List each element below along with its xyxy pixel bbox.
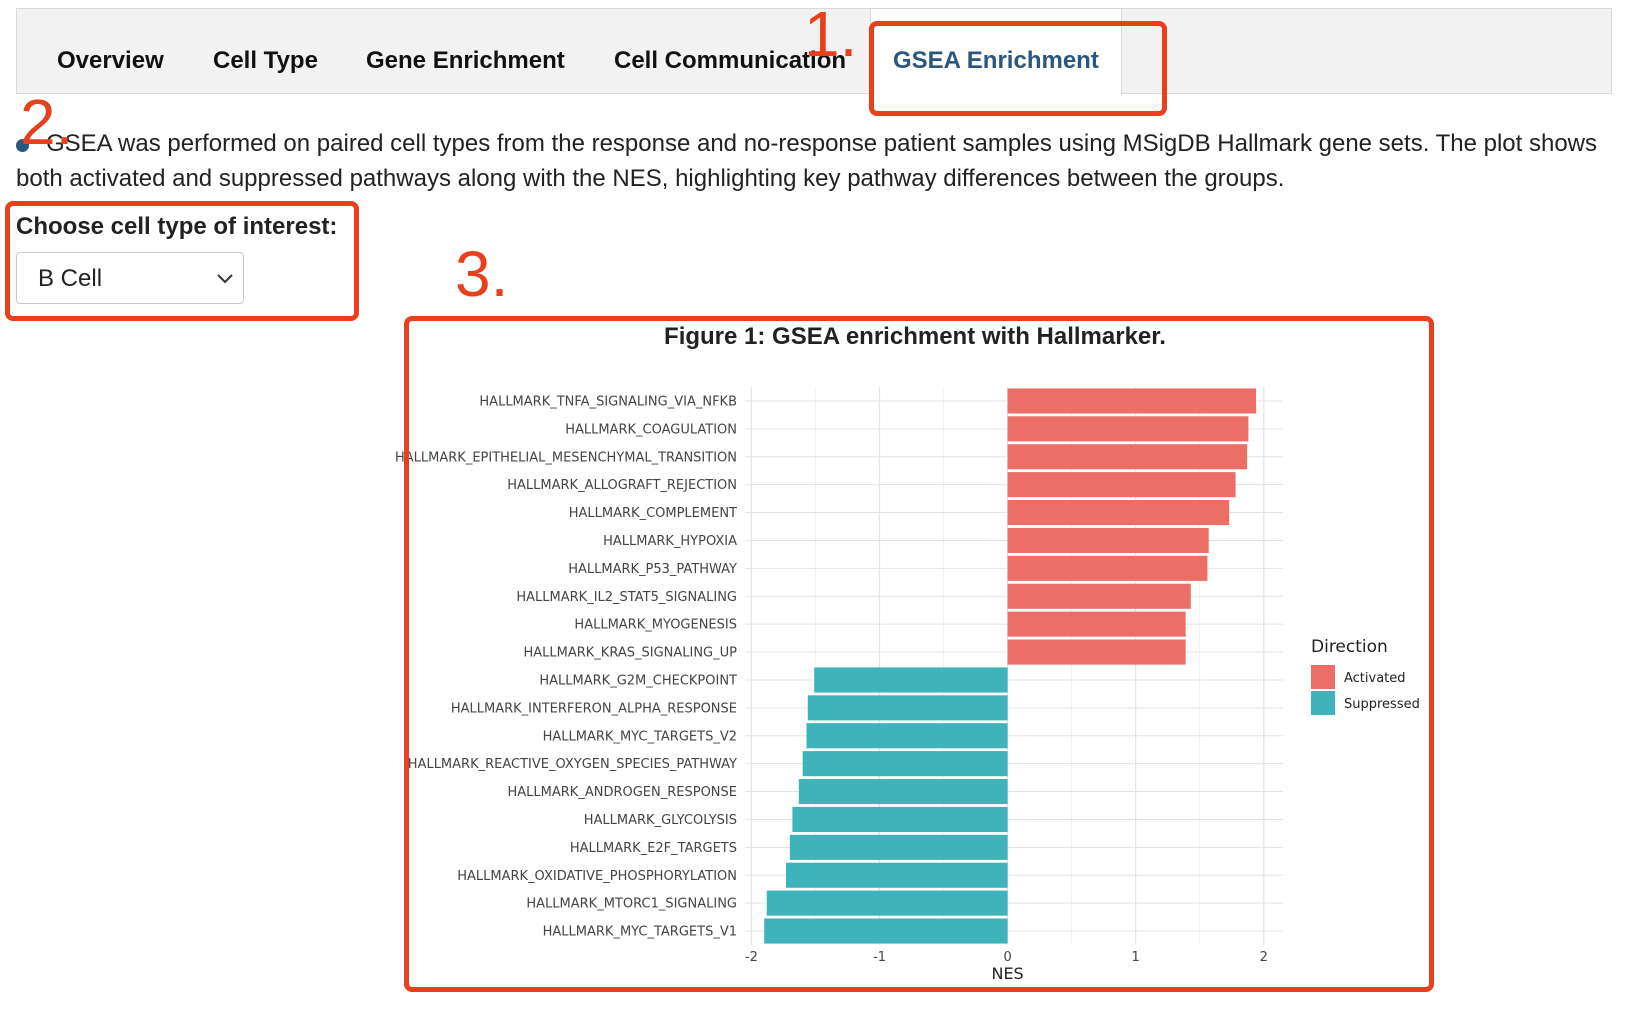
y-tick-label: HALLMARK_COMPLEMENT xyxy=(569,506,737,521)
cell-type-label: Choose cell type of interest: xyxy=(16,213,338,240)
x-tick-label: 0 xyxy=(1003,950,1011,965)
chart-title: Figure 1: GSEA enrichment with Hallmarke… xyxy=(664,323,1166,350)
y-tick-label: HALLMARK_EPITHELIAL_MESENCHYMAL_TRANSITI… xyxy=(395,450,737,465)
chart-bar xyxy=(766,890,1008,916)
cell-type-select[interactable]: B Cell xyxy=(16,252,244,304)
annotation-number-3: 3. xyxy=(455,238,509,310)
chart-bar xyxy=(1007,639,1186,665)
chart-bar xyxy=(1007,555,1208,581)
x-tick-label: -1 xyxy=(873,950,886,965)
annotation-number-2: 2. xyxy=(20,86,74,158)
chart-bar xyxy=(814,667,1008,693)
y-tick-label: HALLMARK_P53_PATHWAY xyxy=(568,562,737,577)
legend-label: Suppressed xyxy=(1344,697,1420,712)
y-tick-label: HALLMARK_MYC_TARGETS_V1 xyxy=(543,925,737,940)
y-tick-label: HALLMARK_E2F_TARGETS xyxy=(570,841,737,856)
y-tick-label: HALLMARK_MTORC1_SIGNALING xyxy=(526,897,737,912)
annotation-box-2 xyxy=(5,201,359,321)
x-tick-label: 2 xyxy=(1260,950,1268,965)
legend-swatch xyxy=(1311,691,1335,715)
x-axis-label: NES xyxy=(991,964,1023,983)
description-text: GSEA was performed on paired cell types … xyxy=(16,130,1598,192)
chart-bar xyxy=(785,862,1008,888)
y-tick-label: HALLMARK_ANDROGEN_RESPONSE xyxy=(508,785,738,800)
legend-swatch xyxy=(1311,665,1335,689)
x-tick-label: 1 xyxy=(1132,950,1140,965)
chart-bar xyxy=(802,751,1008,777)
y-tick-label: HALLMARK_ALLOGRAFT_REJECTION xyxy=(507,478,737,493)
y-tick-label: HALLMARK_IL2_STAT5_SIGNALING xyxy=(516,590,737,605)
chevron-down-icon xyxy=(217,274,233,284)
y-tick-label: HALLMARK_MYOGENESIS xyxy=(574,618,737,633)
y-tick-label: HALLMARK_REACTIVE_OXYGEN_SPECIES_PATHWAY xyxy=(408,757,737,772)
bullet-dot xyxy=(16,139,29,152)
y-tick-label: HALLMARK_TNFA_SIGNALING_VIA_NFKB xyxy=(479,394,737,409)
legend-label: Activated xyxy=(1344,671,1406,686)
chart-bar xyxy=(1007,472,1236,498)
chart-bar xyxy=(1007,583,1191,609)
y-tick-label: HALLMARK_MYC_TARGETS_V2 xyxy=(543,729,737,744)
chart-bar xyxy=(806,723,1008,749)
y-tick-label: HALLMARK_HYPOXIA xyxy=(603,534,737,549)
legend-title: Direction xyxy=(1311,637,1388,657)
chart-bar xyxy=(792,806,1008,833)
tab-overview[interactable]: Overview xyxy=(57,47,164,74)
tab-gene-enrichment[interactable]: Gene Enrichment xyxy=(366,47,565,74)
chart-bar xyxy=(798,778,1008,805)
chart-bar xyxy=(1007,416,1249,442)
chart-bar xyxy=(1007,499,1230,526)
chart-bar xyxy=(807,695,1008,721)
annotation-box-1 xyxy=(869,21,1167,116)
x-tick-label: -2 xyxy=(745,950,758,965)
tab-cell-type[interactable]: Cell Type xyxy=(213,47,318,74)
chart-bar xyxy=(1007,444,1248,470)
chart-bar xyxy=(1007,527,1209,554)
chart-bar xyxy=(789,834,1008,860)
chart-bar xyxy=(1007,611,1186,637)
tab-cell-communication[interactable]: Cell Communication xyxy=(614,47,847,74)
chart-bar xyxy=(1007,388,1257,414)
y-tick-label: HALLMARK_G2M_CHECKPOINT xyxy=(539,673,737,688)
annotation-box-3 xyxy=(404,316,1434,992)
annotation-number-1: 1. xyxy=(804,0,858,70)
y-tick-label: HALLMARK_KRAS_SIGNALING_UP xyxy=(523,646,737,661)
y-tick-label: HALLMARK_GLYCOLYSIS xyxy=(584,813,737,828)
y-tick-label: HALLMARK_INTERFERON_ALPHA_RESPONSE xyxy=(451,701,737,716)
y-tick-label: HALLMARK_COAGULATION xyxy=(565,422,737,437)
cell-type-select-value: B Cell xyxy=(38,265,103,292)
chart-bar xyxy=(764,918,1008,944)
y-tick-label: HALLMARK_OXIDATIVE_PHOSPHORYLATION xyxy=(457,869,737,884)
